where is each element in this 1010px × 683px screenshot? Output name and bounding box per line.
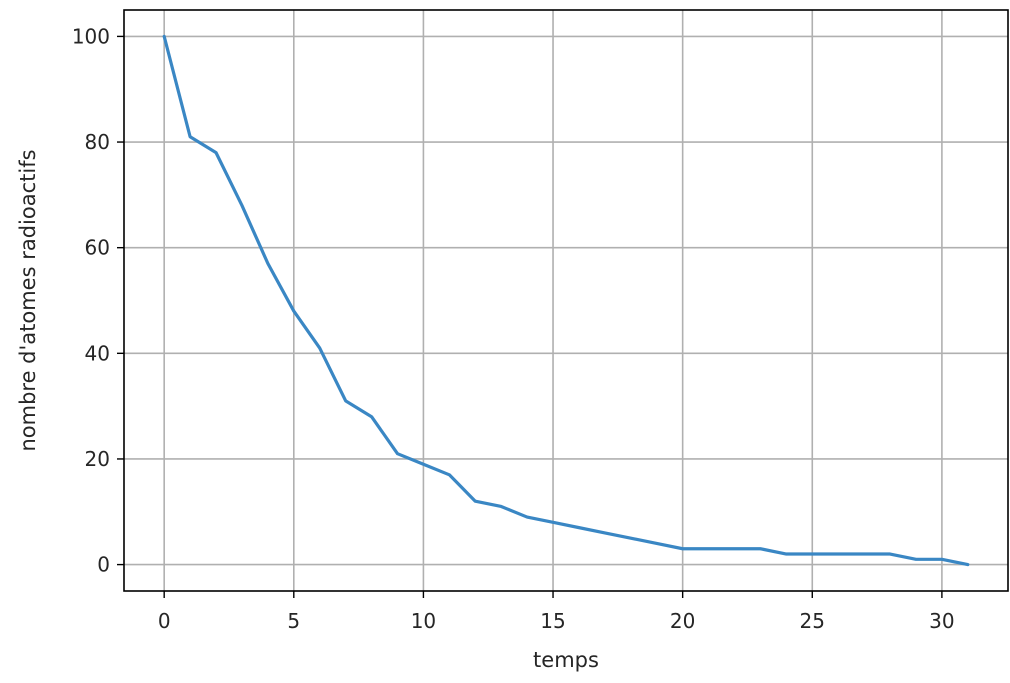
x-tick-label: 20 xyxy=(670,609,695,633)
y-tick-label: 40 xyxy=(85,341,110,365)
x-tick-label: 25 xyxy=(800,609,825,633)
x-tick-label: 5 xyxy=(287,609,300,633)
y-tick-label: 60 xyxy=(85,236,110,260)
x-axis-label: temps xyxy=(533,648,599,672)
x-tick-label: 30 xyxy=(929,609,954,633)
x-tick-label: 15 xyxy=(540,609,565,633)
axis-ticks: 0 5 10 15 20 25 30 0 20 40 60 80 100 xyxy=(72,24,955,633)
y-tick-label: 100 xyxy=(72,24,110,48)
x-tick-label: 0 xyxy=(158,609,171,633)
y-axis-label: nombre d'atomes radioactifs xyxy=(16,149,40,451)
x-tick-label: 10 xyxy=(411,609,436,633)
plot-frame xyxy=(124,10,1008,591)
y-tick-label: 80 xyxy=(85,130,110,154)
grid xyxy=(124,10,1008,591)
y-tick-label: 20 xyxy=(85,447,110,471)
series-line xyxy=(164,36,968,564)
series-layer xyxy=(164,36,968,564)
y-tick-label: 0 xyxy=(97,553,110,577)
